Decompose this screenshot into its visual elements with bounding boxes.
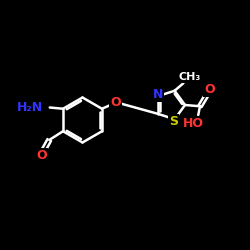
Text: H₂N: H₂N [17, 101, 43, 114]
Text: S: S [169, 115, 178, 128]
Text: CH₃: CH₃ [178, 72, 201, 82]
Text: O: O [110, 96, 121, 109]
Text: O: O [204, 83, 215, 96]
Text: HO: HO [183, 117, 204, 130]
Text: O: O [36, 149, 47, 162]
Text: N: N [153, 88, 163, 102]
